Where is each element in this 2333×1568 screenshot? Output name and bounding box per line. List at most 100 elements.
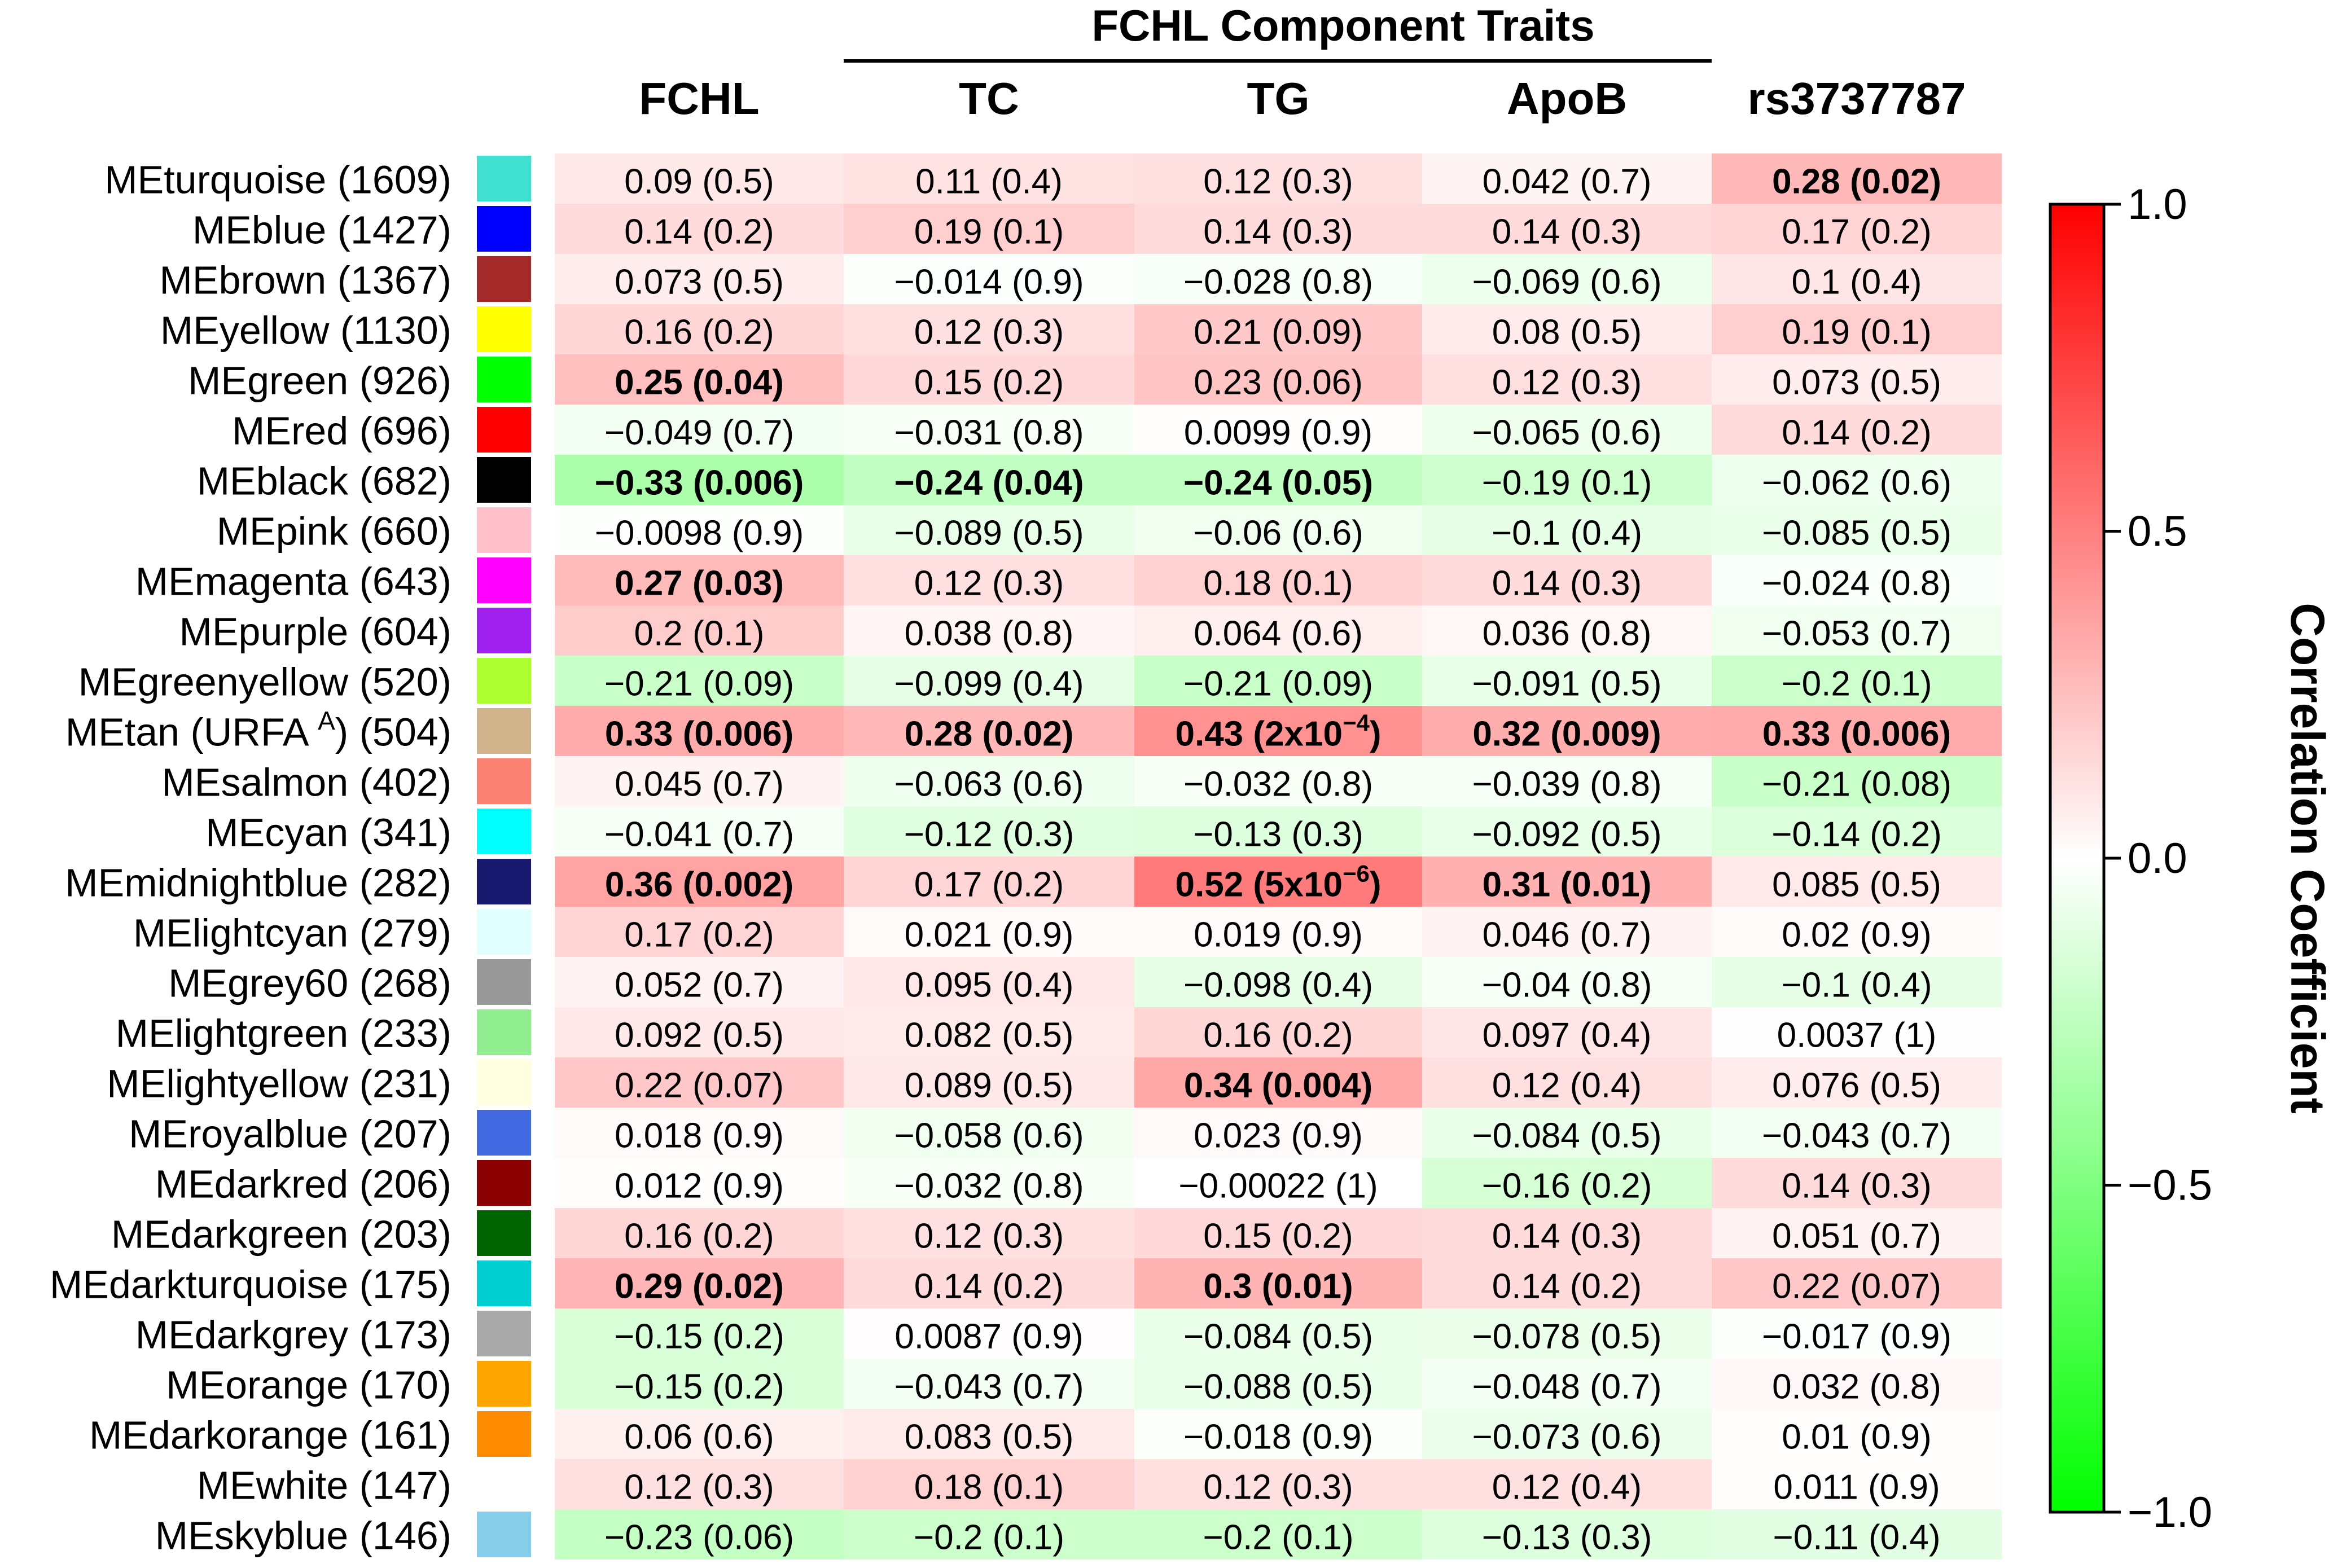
- row-label: MEmidnightblue (282): [65, 861, 451, 905]
- colorbar-gradient: [2049, 203, 2106, 1514]
- heatmap-cell: [1134, 907, 1422, 957]
- module-swatch: [477, 658, 531, 704]
- heatmap-cell: [1134, 1007, 1422, 1057]
- heatmap-cell: [1422, 706, 1712, 756]
- row-label: MEcyan (341): [205, 811, 451, 855]
- cell-value: −0.069 (0.6): [1472, 263, 1661, 302]
- colorbar-ticks: 1.0 0.5 0.0 −0.5 −1.0: [2104, 181, 2212, 1536]
- heatmap-cell: [1712, 656, 2002, 706]
- heatmap-cell: [1712, 304, 2002, 354]
- heatmap-cell: [1712, 153, 2002, 204]
- module-swatch: [477, 407, 531, 453]
- heatmap-cell: [555, 405, 844, 455]
- cell-value: 0.021 (0.9): [905, 916, 1074, 955]
- heatmap-cell: [844, 254, 1134, 304]
- heatmap-cell: [1712, 1359, 2002, 1409]
- heatmap-cell: [555, 656, 844, 706]
- cell-value: 0.14 (0.2): [1782, 414, 1931, 453]
- column-header-rs3737787: rs3737787: [1747, 73, 1966, 124]
- cell-value: −0.088 (0.5): [1183, 1368, 1373, 1407]
- heatmap-cell: [1422, 405, 1712, 455]
- heatmap-cell: [1712, 756, 2002, 806]
- row-label: MEskyblue (146): [155, 1514, 451, 1558]
- cell-value: 0.14 (0.3): [1782, 1167, 1931, 1206]
- cell-value: −0.053 (0.7): [1762, 614, 1952, 653]
- heatmap-cell: [844, 756, 1134, 806]
- heatmap-cell: [844, 1258, 1134, 1308]
- heatmap-cell: [555, 1108, 844, 1158]
- module-color-swatches: [477, 156, 531, 1557]
- cell-value: 0.12 (0.3): [914, 1217, 1064, 1256]
- cell-value: 0.36 (0.002): [605, 866, 793, 904]
- row-label: MEsalmon (402): [161, 761, 451, 805]
- cell-value: −0.043 (0.7): [1762, 1117, 1952, 1156]
- heatmap-cell: [555, 304, 844, 354]
- heatmap-cell: [844, 1208, 1134, 1258]
- cell-value: 0.095 (0.4): [905, 966, 1074, 1005]
- module-swatch: [477, 507, 531, 553]
- cell-value: 0.23 (0.06): [1194, 363, 1363, 402]
- cell-value: 0.01 (0.9): [1782, 1418, 1931, 1457]
- cell-value: −0.028 (0.8): [1183, 263, 1373, 302]
- cell-value: −0.15 (0.2): [614, 1368, 784, 1407]
- colorbar: 1.0 0.5 0.0 −0.5 −1.0 Correlation Coefficien…: [2049, 181, 2333, 1536]
- heatmap-cell: [844, 354, 1134, 405]
- heatmap-cell: [1422, 1308, 1712, 1359]
- cell-value: 0.28 (0.02): [905, 715, 1074, 754]
- cell-value: −0.084 (0.5): [1183, 1317, 1373, 1356]
- module-swatch: [477, 306, 531, 352]
- cell-value: 0.0087 (0.9): [894, 1317, 1083, 1356]
- heatmap-cell: [1712, 1108, 2002, 1158]
- module-swatch: [477, 909, 531, 955]
- cell-value: 0.14 (0.3): [1203, 213, 1353, 252]
- cell-value: −0.13 (0.3): [1193, 815, 1363, 854]
- cell-value: 0.28 (0.02): [1772, 162, 1941, 201]
- heatmap-cell: [555, 806, 844, 857]
- cell-value: −0.13 (0.3): [1482, 1518, 1652, 1557]
- cell-value: −0.049 (0.7): [604, 414, 794, 453]
- heatmap-cell: [1134, 1258, 1422, 1308]
- cell-value: 0.15 (0.2): [1203, 1217, 1353, 1256]
- heatmap-cell: [1422, 806, 1712, 857]
- cell-value: 0.3 (0.01): [1203, 1267, 1353, 1306]
- cell-value: 0.076 (0.5): [1772, 1066, 1941, 1105]
- module-swatch: [477, 1361, 531, 1407]
- cell-value: −0.1 (0.4): [1781, 966, 1932, 1005]
- row-label: MEblue (1427): [192, 208, 451, 252]
- cell-value: −0.043 (0.7): [894, 1368, 1084, 1407]
- cell-value: −0.089 (0.5): [894, 514, 1084, 553]
- heatmap-cell: [1134, 405, 1422, 455]
- cell-value: −0.041 (0.7): [604, 815, 794, 854]
- cell-value: 0.2 (0.1): [634, 614, 765, 653]
- cell-value: 0.14 (0.3): [1492, 564, 1642, 603]
- heatmap-cell: [1422, 605, 1712, 656]
- cell-value: −0.24 (0.05): [1183, 464, 1373, 503]
- heatmap-cell: [1422, 1158, 1712, 1208]
- cell-value: 0.073 (0.5): [1772, 363, 1941, 402]
- cell-value: 0.14 (0.3): [1492, 213, 1642, 252]
- cell-value: −0.017 (0.9): [1762, 1317, 1952, 1356]
- column-header-fchl: FCHL: [639, 73, 759, 124]
- heatmap-cell: [555, 1208, 844, 1258]
- cell-value: −0.2 (0.1): [1203, 1518, 1353, 1557]
- heatmap-cell: [844, 555, 1134, 605]
- heatmap-cell: [1134, 1308, 1422, 1359]
- module-swatch: [477, 1160, 531, 1206]
- row-label: MEbrown (1367): [160, 258, 451, 302]
- module-swatch: [477, 1411, 531, 1457]
- module-swatch: [477, 206, 531, 252]
- row-labels: MEturquoise (1609) MEblue (1427) MEbrown (…: [50, 158, 451, 1558]
- heatmap-cell: [555, 354, 844, 405]
- heatmap-cell: [555, 1459, 844, 1509]
- cell-value: 0.1 (0.4): [1792, 263, 1922, 302]
- cell-value: 0.0099 (0.9): [1184, 414, 1372, 453]
- heatmap-cell: [1712, 1409, 2002, 1459]
- heatmap-cell: [844, 656, 1134, 706]
- heatmap-cell: [1712, 1509, 2002, 1560]
- heatmap-cell: [1712, 505, 2002, 555]
- cell-value: 0.042 (0.7): [1483, 162, 1652, 201]
- module-swatch: [477, 1110, 531, 1156]
- heatmap-cell: [555, 1258, 844, 1308]
- heatmap-cell: [844, 907, 1134, 957]
- heatmap-cell: [1422, 656, 1712, 706]
